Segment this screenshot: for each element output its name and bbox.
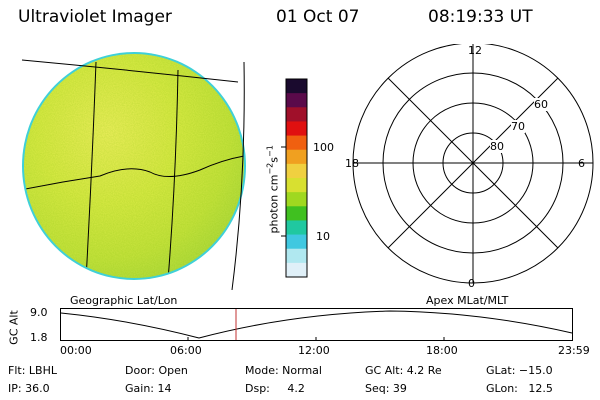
mlat-label-80: 80: [490, 140, 504, 153]
latitude-line-top: [21, 59, 239, 83]
colorbar-segment: [286, 192, 307, 207]
date-label: 01 Oct 07: [276, 7, 360, 27]
colorbar-tick-100: 100: [313, 141, 334, 154]
mlt-label-0: 0: [468, 277, 475, 290]
time-label: 08:19:33 UT: [428, 7, 533, 27]
info-door: Door: Open: [125, 364, 188, 377]
colorbar-tick-10: 10: [316, 230, 330, 243]
colorbar-segment: [286, 206, 307, 221]
altitude-strip-plot: [60, 308, 573, 341]
colorbar-segment: [286, 79, 307, 94]
time-tick-0600: 06:00: [170, 344, 202, 357]
unit-exp1: −2: [265, 162, 275, 175]
alt-y-bottom: 1.8: [30, 331, 48, 344]
longitude-line-right: [231, 61, 245, 290]
colorbar-segment: [286, 178, 307, 193]
info-mode: Mode: Normal: [245, 364, 322, 377]
info-glat: GLat: −15.0: [486, 364, 553, 377]
geographic-caption: Geographic Lat/Lon: [70, 294, 178, 307]
color-scale-bar: [281, 78, 308, 278]
apex-caption: Apex MLat/MLT: [426, 294, 509, 307]
info-seq: Seq: 39: [365, 382, 407, 395]
polar-mlat-mlt-plot: [352, 44, 594, 284]
unit-s: s: [267, 156, 281, 163]
time-tick-1800: 18:00: [426, 344, 458, 357]
colorbar-segment: [286, 107, 307, 122]
colorbar-unit-label: photon cm−2s−1: [266, 119, 281, 259]
colorbar-segment: [286, 262, 307, 278]
info-dsp: Dsp: 4.2: [245, 382, 305, 395]
mlt-label-18: 18: [345, 157, 359, 170]
instrument-title: Ultraviolet Imager: [18, 7, 172, 27]
time-tick-1200: 12:00: [298, 344, 330, 357]
mlat-label-70: 70: [511, 120, 525, 133]
longitude-line: [167, 69, 179, 278]
colorbar-segment: [286, 163, 307, 179]
mlat-label-60: 60: [534, 98, 548, 111]
info-glon: GLon: 12.5: [486, 382, 553, 395]
gc-alt-axis-label: GC Alt: [7, 310, 21, 345]
colorbar-segment: [286, 220, 307, 236]
info-filter: Flt: LBHL: [8, 364, 57, 377]
colorbar-segment: [286, 149, 307, 165]
colorbar-segment: [286, 135, 307, 151]
colorbar-segment: [286, 248, 307, 264]
mlt-label-12: 12: [468, 44, 482, 57]
altitude-curve: [60, 310, 573, 339]
unit-exp2: −1: [265, 145, 275, 157]
uv-image-panel: [21, 52, 246, 290]
colorbar-segment: [286, 121, 307, 137]
alt-y-top: 9.0: [30, 306, 48, 319]
info-ip: IP: 36.0: [8, 382, 50, 395]
info-gc-alt: GC Alt: 4.2 Re: [365, 364, 442, 377]
time-tick-2359: 23:59: [558, 344, 590, 357]
colorbar-segment: [286, 93, 307, 108]
latitude-line: [24, 155, 244, 191]
info-gain: Gain: 14: [125, 382, 172, 395]
longitude-line: [85, 61, 97, 278]
time-tick-0000: 00:00: [60, 344, 92, 357]
colorbar-segment: [286, 234, 307, 250]
mlt-label-6: 6: [578, 157, 585, 170]
unit-text: photon cm: [267, 174, 281, 234]
